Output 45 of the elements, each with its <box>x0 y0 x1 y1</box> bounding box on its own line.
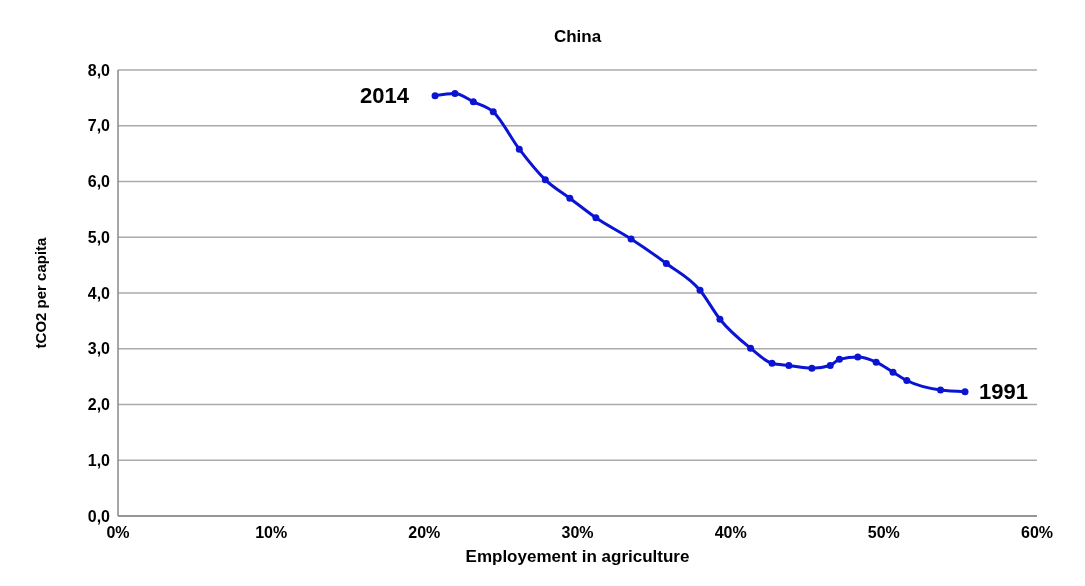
chart-title: China <box>553 27 602 46</box>
point <box>696 286 704 294</box>
point <box>808 364 816 372</box>
y-tick-label: 6,0 <box>87 173 111 191</box>
x-tick-label: 60% <box>1020 524 1054 541</box>
point <box>785 361 793 369</box>
point <box>627 235 635 243</box>
point <box>768 359 776 367</box>
annotation: 2014 <box>360 83 410 109</box>
y-tick-label: 0,0 <box>87 507 111 525</box>
x-tick-label: 50% <box>867 524 900 541</box>
y-tick-label: 2,0 <box>87 396 111 414</box>
y-tick-label: 8,0 <box>87 61 111 79</box>
x-tick-label: 30% <box>561 524 594 541</box>
point <box>826 361 834 369</box>
point <box>747 344 755 352</box>
x-tick-label: 20% <box>408 524 441 541</box>
x-axis-title: Employement in agriculture <box>465 547 690 566</box>
point <box>515 145 523 153</box>
point <box>835 355 843 363</box>
point <box>937 386 945 394</box>
x-tick-label: 10% <box>255 524 288 541</box>
point <box>903 377 911 385</box>
point <box>541 176 549 184</box>
y-tick-label: 7,0 <box>87 117 111 135</box>
point <box>889 368 897 376</box>
point <box>431 92 439 100</box>
x-tick-label: 40% <box>714 524 747 541</box>
point <box>592 214 600 222</box>
annotation: 1991 <box>979 379 1028 405</box>
x-tick-label: 0% <box>106 524 130 541</box>
point <box>662 259 670 267</box>
point <box>716 315 724 323</box>
y-axis-title: tCO2 per capita <box>32 236 49 349</box>
point <box>872 358 880 366</box>
point <box>854 353 862 361</box>
point <box>451 89 459 97</box>
y-tick-label: 1,0 <box>87 451 111 469</box>
y-tick-label: 5,0 <box>87 228 111 246</box>
y-tick-label: 3,0 <box>87 340 111 358</box>
point <box>961 388 969 396</box>
point <box>566 194 574 202</box>
y-tick-label: 4,0 <box>87 284 111 302</box>
point <box>469 98 477 106</box>
point <box>489 108 497 116</box>
